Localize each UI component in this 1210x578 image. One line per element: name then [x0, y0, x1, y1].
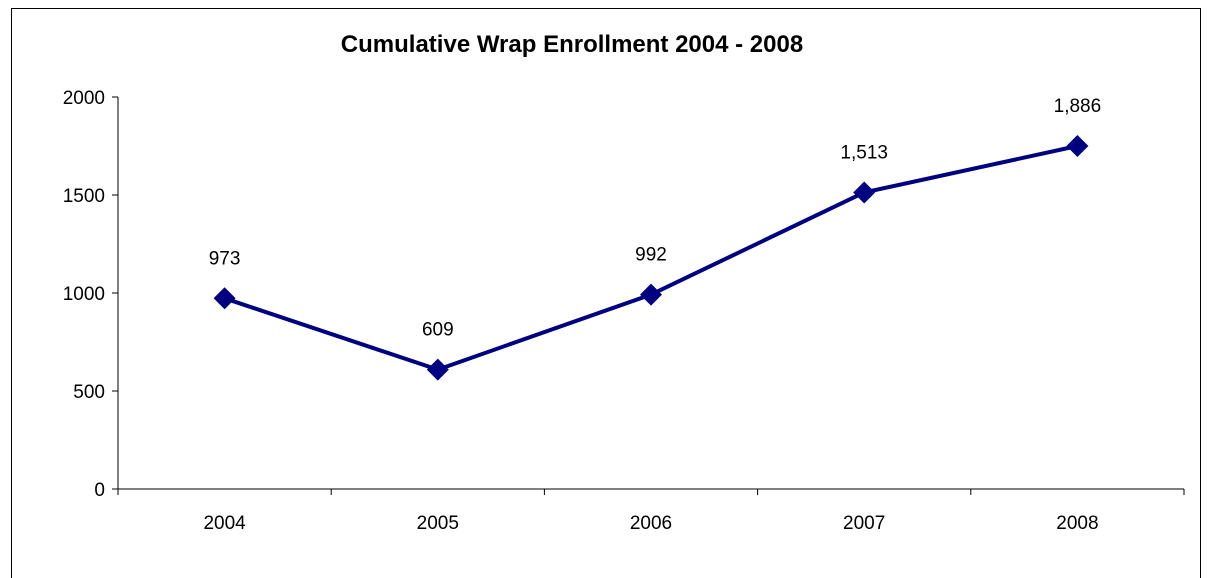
data-label: 992: [635, 245, 667, 266]
chart-title: Cumulative Wrap Enrollment 2004 - 2008: [341, 31, 803, 58]
axes: 0 500 1000 1500 2000 2004 2005 2006 2007 2008: [63, 88, 1185, 534]
y-tick-label: 1500: [63, 186, 105, 207]
series-group: 973 609 992 1,513 1,886: [209, 96, 1101, 381]
y-tick-label: 0: [94, 480, 105, 501]
x-tick-label: 2006: [630, 513, 672, 534]
data-label: 973: [209, 248, 241, 269]
data-point-marker: [1066, 135, 1089, 157]
x-tick-label: 2005: [417, 513, 459, 534]
data-point-marker: [213, 287, 236, 310]
y-tick-label: 2000: [63, 88, 105, 109]
data-point-marker: [640, 283, 662, 306]
data-point-marker: [426, 358, 449, 381]
x-tick-label: 2004: [203, 513, 246, 534]
x-tick-label: 2008: [1056, 513, 1098, 534]
y-tick-label: 1000: [63, 284, 105, 305]
data-label: 1,886: [1054, 96, 1102, 117]
line-chart: Cumulative Wrap Enrollment 2004 - 2008 0…: [63, 31, 1185, 534]
data-label: 609: [422, 320, 454, 341]
chart-frame: [11, 8, 1201, 578]
data-label: 1,513: [840, 142, 888, 163]
x-tick-label: 2007: [843, 513, 885, 534]
y-tick-label: 500: [73, 382, 105, 403]
data-point-marker: [853, 181, 876, 204]
